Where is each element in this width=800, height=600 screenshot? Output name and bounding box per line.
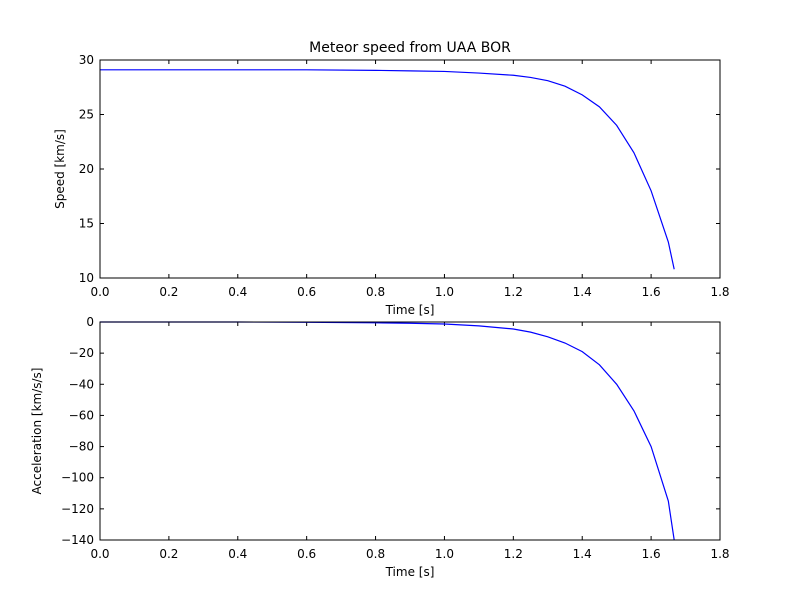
acceleration-chart: 0 −20 −40 −60 −80 −100 −120 −140 0.0 0.2 0.4 0.6 0.… [30, 315, 730, 579]
speed-y-tick-label: 10 [79, 271, 94, 285]
acceleration-x-tick-label: 1.0 [435, 547, 454, 561]
acceleration-x-axis-label: Time [s] [385, 565, 435, 579]
acceleration-x-tick-label: 1.4 [573, 547, 592, 561]
acceleration-y-tick-label: 0 [86, 315, 94, 329]
speed-plot-area [100, 60, 720, 278]
speed-x-tick-label: 1.0 [435, 285, 454, 299]
acceleration-x-tick-label: 0.0 [90, 547, 109, 561]
acceleration-x-tick-label: 1.2 [504, 547, 523, 561]
acceleration-x-tick-label: 0.4 [228, 547, 247, 561]
acceleration-y-tick-label: −100 [61, 471, 94, 485]
acceleration-x-tick-label: 1.6 [642, 547, 661, 561]
acceleration-x-tick-label: 0.8 [366, 547, 385, 561]
acceleration-y-tick-label: −60 [69, 408, 94, 422]
acceleration-y-tick-label: −20 [69, 346, 94, 360]
acceleration-x-tick-label: 0.2 [159, 547, 178, 561]
speed-y-ticks: 10 15 20 25 30 [79, 53, 720, 285]
speed-x-tick-label: 0.2 [159, 285, 178, 299]
speed-x-tick-label: 1.2 [504, 285, 523, 299]
speed-x-tick-label: 1.6 [642, 285, 661, 299]
acceleration-y-ticks: 0 −20 −40 −60 −80 −100 −120 −140 [61, 315, 720, 547]
acceleration-y-tick-label: −140 [61, 533, 94, 547]
acceleration-x-tick-label: 0.6 [297, 547, 316, 561]
speed-x-axis-label: Time [s] [385, 303, 435, 317]
acceleration-plot-frame [99, 321, 721, 541]
speed-plot-frame [99, 59, 721, 279]
speed-y-tick-label: 15 [79, 217, 94, 231]
speed-y-tick-label: 30 [79, 53, 94, 67]
speed-y-axis-label: Speed [km/s] [53, 129, 67, 209]
speed-chart: 10 15 20 25 30 0.0 0.2 0.4 0.6 0.8 1.0 1.2 1.4 1.6 1.… [53, 40, 730, 317]
speed-x-tick-label: 0.4 [228, 285, 247, 299]
speed-y-tick-label: 25 [79, 108, 94, 122]
speed-series-line [100, 69, 675, 270]
speed-y-tick-label: 20 [79, 162, 94, 176]
speed-x-tick-label: 0.0 [90, 285, 109, 299]
speed-x-tick-label: 0.8 [366, 285, 385, 299]
chart-title: Meteor speed from UAA BOR [309, 40, 511, 56]
acceleration-y-tick-label: −120 [61, 502, 94, 516]
speed-x-tick-label: 0.6 [297, 285, 316, 299]
acceleration-y-tick-label: −40 [69, 377, 94, 391]
acceleration-y-axis-label: Acceleration [km/s/s] [30, 368, 44, 495]
speed-x-tick-label: 1.8 [710, 285, 729, 299]
acceleration-y-tick-label: −80 [69, 440, 94, 454]
acceleration-plot-area [100, 322, 720, 540]
acceleration-x-tick-label: 1.8 [710, 547, 729, 561]
speed-x-tick-label: 1.4 [573, 285, 592, 299]
